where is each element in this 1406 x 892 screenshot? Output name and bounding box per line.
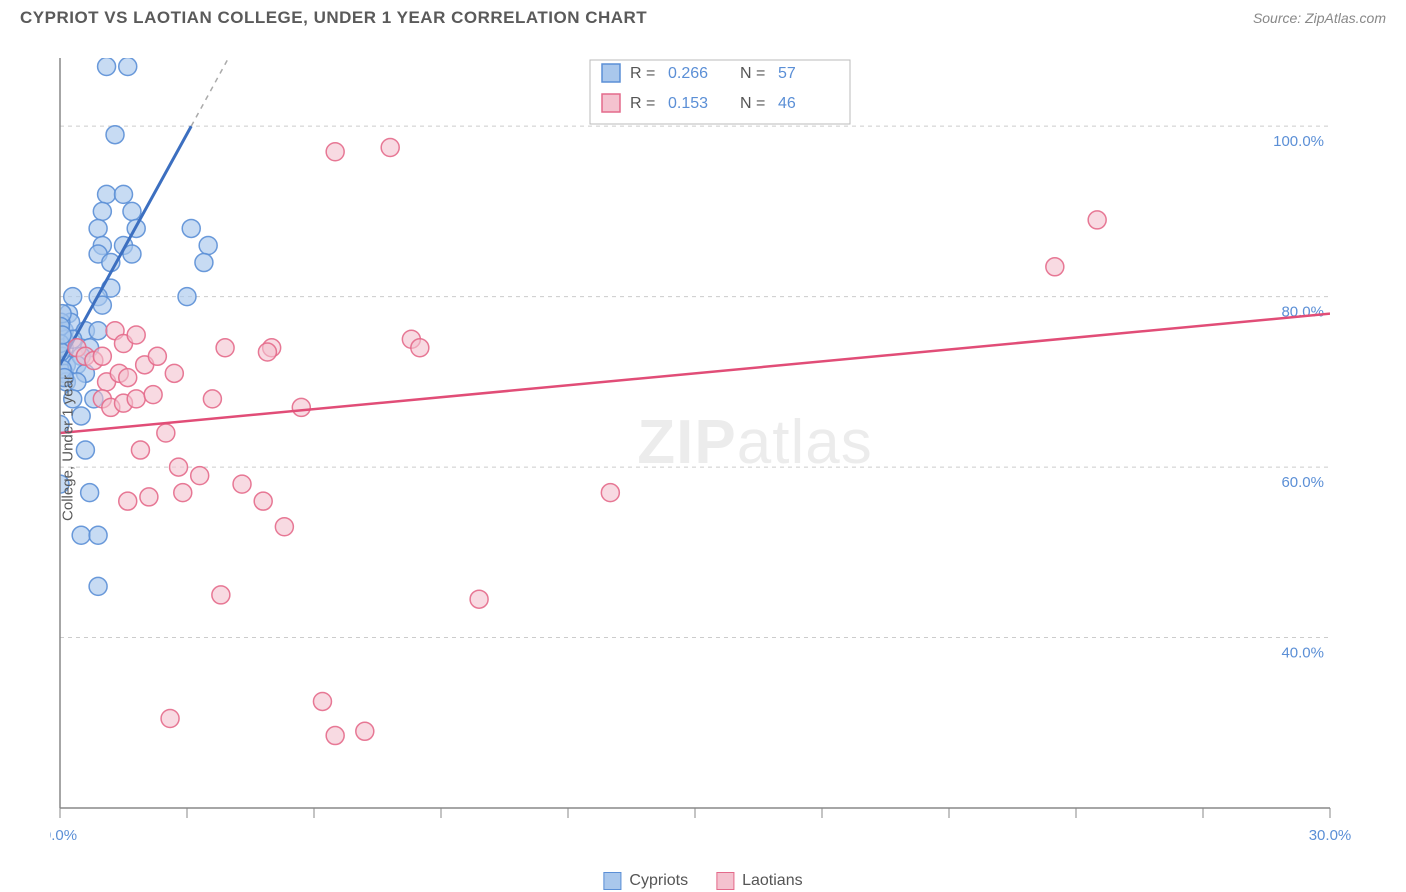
- svg-text:0.266: 0.266: [668, 65, 708, 82]
- svg-text:0.0%: 0.0%: [50, 827, 77, 844]
- svg-text:100.0%: 100.0%: [1273, 133, 1324, 150]
- legend-item-cypriots: Cypriots: [603, 872, 688, 890]
- svg-text:R =: R =: [630, 65, 655, 82]
- chart-header: CYPRIOT VS LAOTIAN COLLEGE, UNDER 1 YEAR…: [0, 0, 1406, 32]
- svg-text:N =: N =: [740, 65, 765, 82]
- y-axis-label: College, Under 1 year: [60, 375, 77, 521]
- legend-swatch-cypriots: [603, 872, 621, 890]
- svg-text:40.0%: 40.0%: [1281, 645, 1324, 662]
- bottom-legend: Cypriots Laotians: [603, 872, 802, 890]
- chart-source: Source: ZipAtlas.com: [1253, 10, 1386, 26]
- scatter-chart: 40.0%60.0%80.0%100.0%ZIPatlas0.0%30.0%R …: [50, 48, 1386, 848]
- svg-text:30.0%: 30.0%: [1309, 827, 1352, 844]
- svg-text:57: 57: [778, 65, 796, 82]
- svg-text:46: 46: [778, 95, 796, 112]
- svg-text:R =: R =: [630, 95, 655, 112]
- svg-text:60.0%: 60.0%: [1281, 474, 1324, 491]
- svg-text:ZIPatlas: ZIPatlas: [637, 408, 872, 477]
- chart-container: College, Under 1 year 40.0%60.0%80.0%100…: [50, 48, 1386, 848]
- svg-text:0.153: 0.153: [668, 95, 708, 112]
- legend-item-laotians: Laotians: [716, 872, 803, 890]
- legend-swatch-laotians: [716, 872, 734, 890]
- svg-text:N =: N =: [740, 95, 765, 112]
- chart-title: CYPRIOT VS LAOTIAN COLLEGE, UNDER 1 YEAR…: [20, 8, 647, 28]
